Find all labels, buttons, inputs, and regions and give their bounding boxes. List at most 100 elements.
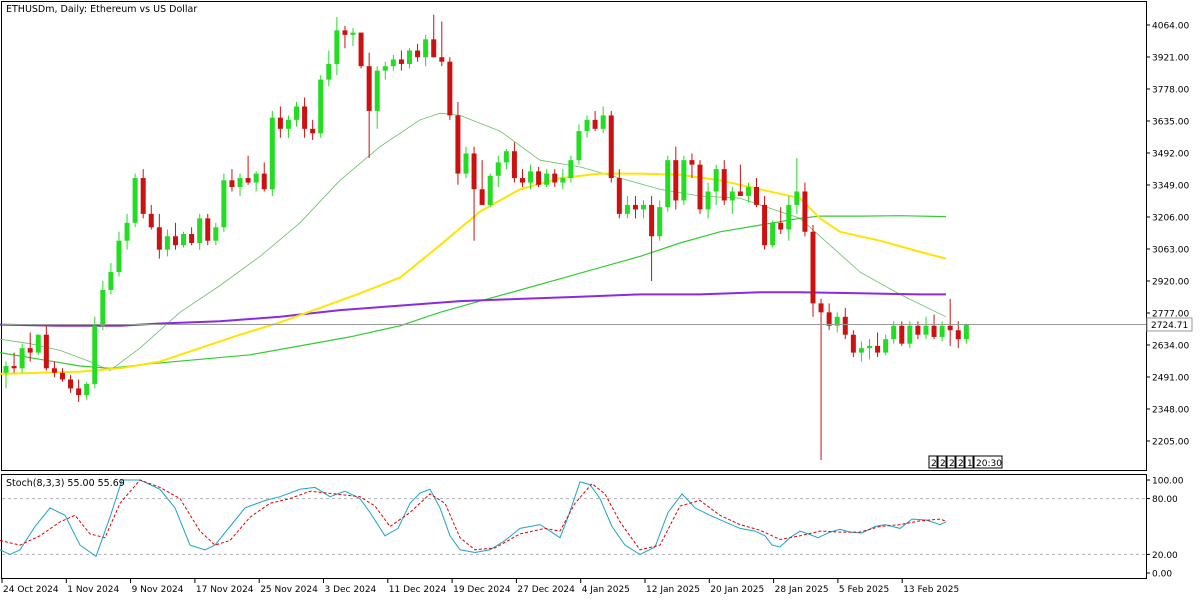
price-label: 2491.00 <box>1152 374 1189 384</box>
candle-body <box>35 334 41 353</box>
candle-body <box>439 57 445 62</box>
candle-body <box>43 334 49 369</box>
stoch-k-line <box>0 479 947 558</box>
countdown-boxes: 2 2 2 2 1 20:30 <box>928 455 1003 469</box>
candle-body <box>366 66 372 111</box>
date-label: 28 Jan 2025 <box>775 585 829 595</box>
stochastic-lines <box>0 479 947 558</box>
date-label: 9 Nov 2024 <box>132 585 184 595</box>
countdown-text: 1 <box>967 459 973 469</box>
candle-body <box>423 39 429 58</box>
candle-body <box>931 325 937 337</box>
candle-body <box>84 383 90 396</box>
main-panel-frame <box>1 1 1147 471</box>
countdown-box <box>964 455 974 469</box>
candle-body <box>544 173 550 185</box>
candle-body <box>745 187 751 196</box>
candle-body <box>528 171 534 183</box>
price-label: 2348.00 <box>1152 406 1189 416</box>
candle-body <box>3 366 9 373</box>
candle-body <box>697 164 703 210</box>
candle-body <box>116 240 122 273</box>
candle-body <box>584 119 590 132</box>
countdown-box <box>973 455 1003 469</box>
candle-body <box>834 316 840 326</box>
candle-body <box>729 191 735 201</box>
candle-body <box>616 178 622 214</box>
candle-body <box>253 173 259 183</box>
candle-body <box>915 325 921 335</box>
candle-body <box>132 178 138 223</box>
candle-body <box>923 325 929 335</box>
candle-body <box>76 388 82 396</box>
candle-body <box>866 345 872 349</box>
candle-body <box>778 222 784 230</box>
candle-body <box>858 348 864 353</box>
candle-body <box>205 218 211 241</box>
price-label: 4064.00 <box>1152 22 1189 32</box>
candle-body <box>794 191 800 205</box>
candle-body <box>947 325 953 331</box>
candle-body <box>302 106 308 129</box>
candle-body <box>802 191 808 232</box>
price-label: 2634.00 <box>1152 342 1189 352</box>
candle-body <box>721 169 727 201</box>
candles <box>3 14 969 461</box>
candle-body <box>641 204 647 210</box>
candle-body <box>398 59 404 64</box>
countdown-text: 2 <box>949 459 955 469</box>
candle-body <box>495 162 501 176</box>
candle-body <box>762 204 768 246</box>
candle-body <box>503 151 509 163</box>
countdown-text: 2 <box>958 459 964 469</box>
candle-body <box>431 39 437 58</box>
candle-body <box>19 348 25 369</box>
candle-body <box>560 178 566 183</box>
date-label: 27 Dec 2024 <box>517 585 575 595</box>
candle-body <box>374 70 380 111</box>
candle-body <box>342 30 348 35</box>
stoch-level-label: 0.00 <box>1152 570 1172 580</box>
candle-body <box>27 348 33 353</box>
date-label: 12 Jan 2025 <box>646 585 700 595</box>
current-price-tag <box>1146 317 1193 332</box>
candle-body <box>600 115 606 129</box>
candle-body <box>100 289 106 326</box>
candle-body <box>310 128 316 134</box>
date-label: 19 Dec 2024 <box>453 585 511 595</box>
candle-body <box>963 324 969 340</box>
candle-body <box>140 178 146 214</box>
countdown-box <box>946 455 956 469</box>
candle-body <box>649 204 655 237</box>
candle-body <box>891 325 897 340</box>
countdown-text: 2 <box>931 459 937 469</box>
candle-body <box>818 303 824 313</box>
candle-body <box>471 153 477 190</box>
date-label: 13 Feb 2025 <box>903 585 959 595</box>
candle-body <box>657 207 663 237</box>
candle-body <box>737 191 743 196</box>
candle-body <box>536 171 542 185</box>
current-price-label: 2724.71 <box>1151 321 1188 331</box>
date-label: 20 Jan 2025 <box>710 585 764 595</box>
candle-body <box>156 227 162 250</box>
candle-body <box>447 61 453 116</box>
candle-body <box>59 372 65 380</box>
candle-body <box>681 160 687 201</box>
date-label: 17 Nov 2024 <box>196 585 254 595</box>
candle-body <box>463 153 469 174</box>
countdown-box <box>928 455 938 469</box>
main-title: ETHUSDm, Daily: Ethereum vs US Dollar <box>6 4 197 15</box>
candle-body <box>390 59 396 67</box>
countdown-text: 20:30 <box>976 459 1002 469</box>
candle-body <box>568 160 574 179</box>
candle-body <box>189 234 195 243</box>
candle-body <box>350 32 356 35</box>
ma-purple-line <box>0 291 946 327</box>
candle-body <box>955 330 961 340</box>
candle-body <box>770 222 776 246</box>
candle-body <box>124 222 130 241</box>
candle-body <box>907 325 913 344</box>
price-label: 3778.00 <box>1152 86 1189 96</box>
candle-body <box>181 234 187 246</box>
